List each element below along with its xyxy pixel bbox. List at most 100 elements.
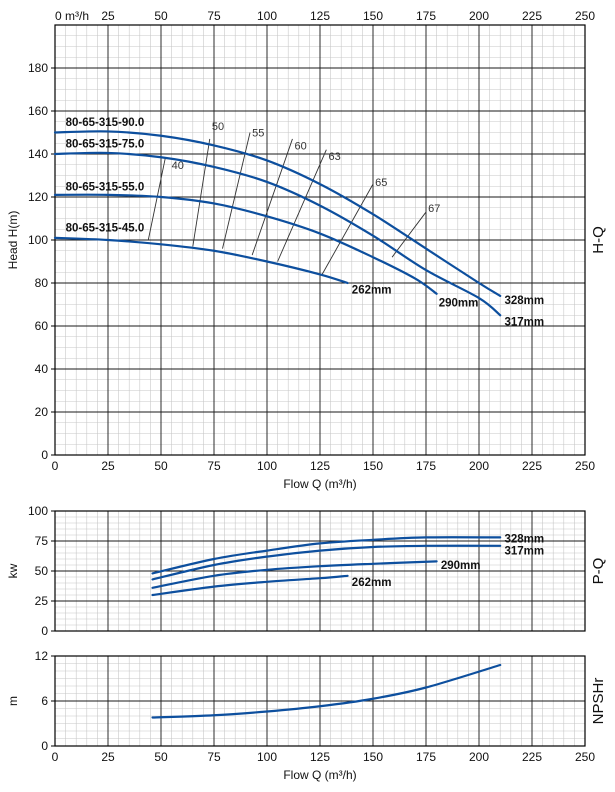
y-tick-label: 50 — [35, 564, 49, 578]
y-tick-label: 120 — [28, 190, 48, 204]
y-tick-label: 100 — [28, 504, 48, 518]
x-tick-label: 0 — [52, 459, 59, 473]
efficiency-label: 65 — [375, 177, 387, 189]
curve-end-label: 328mm — [504, 295, 544, 307]
grid-pq — [54, 510, 586, 632]
x-tick-label: 50 — [154, 459, 168, 473]
x-tick-label: 200 — [469, 750, 489, 764]
curve-end-label: 290mm — [439, 297, 479, 309]
x-tick-label: 150 — [363, 750, 383, 764]
y-tick-label: 60 — [35, 319, 49, 333]
x-tick-label: 225 — [522, 459, 542, 473]
grid-hq — [54, 24, 586, 456]
curve-pq-328mm — [151, 536, 502, 575]
x-tick-label: 0 — [52, 750, 59, 764]
y-tick-label: 180 — [28, 61, 48, 75]
curve-hq-290mm — [53, 193, 438, 295]
y-tick-label: 40 — [35, 362, 49, 376]
x-tick-label: 250 — [575, 459, 595, 473]
model-label: 80-65-315-55.0 — [66, 182, 145, 194]
top-axis-tick-label: 200 — [469, 9, 489, 23]
y-tick-label: 0 — [41, 739, 48, 753]
x-axis-label: Flow Q (m³/h) — [283, 477, 356, 491]
y-tick-label: 20 — [35, 405, 49, 419]
x-tick-label: 150 — [363, 459, 383, 473]
top-axis: 0 m³/h 25 50 75 100 125 150 175 200 225 250 — [55, 9, 595, 23]
x-tick-label: 200 — [469, 459, 489, 473]
x-tick-label: 25 — [101, 459, 115, 473]
y-tick-label: 140 — [28, 147, 48, 161]
top-axis-unit-label: m³/h — [65, 9, 89, 23]
efficiency-label: 63 — [328, 151, 340, 163]
grid-npsh — [54, 655, 586, 747]
side-label-pq: P-Q — [590, 558, 607, 585]
top-axis-tick-label: 150 — [363, 9, 383, 23]
top-axis-tick-label: 75 — [207, 9, 221, 23]
efficiency-line-63 — [277, 149, 327, 262]
curve-end-label: 328mm — [504, 534, 544, 546]
top-axis-tick-label: 175 — [416, 9, 436, 23]
efficiency-label: 67 — [428, 203, 440, 215]
curve-hq-262mm — [53, 236, 349, 285]
curve-pq-262mm — [151, 574, 349, 597]
curve-end-label: 262mm — [352, 577, 392, 589]
curve-npsh-npshr — [151, 663, 502, 719]
y-tick-label: 80 — [35, 276, 49, 290]
efficiency-lines: 40 50 55 60 63 65 67 — [147, 121, 440, 275]
top-axis-tick-label: 0 — [55, 9, 62, 23]
efficiency-line-60 — [251, 138, 293, 256]
x-tick-label: 50 — [154, 750, 168, 764]
curve-hq-328mm — [53, 130, 502, 297]
x-tick-label: 175 — [416, 459, 436, 473]
efficiency-label: 50 — [212, 121, 224, 133]
efficiency-line-55 — [222, 132, 251, 249]
efficiency-label: 40 — [172, 160, 184, 172]
x-tick-label: 100 — [257, 750, 277, 764]
y-tick-label: 25 — [35, 594, 49, 608]
y-tick-label: 0 — [41, 624, 48, 638]
x-axis-label: Flow Q (m³/h) — [283, 768, 356, 782]
top-axis-tick-label: 25 — [101, 9, 115, 23]
x-tick-label: 125 — [310, 750, 330, 764]
efficiency-label: 60 — [295, 140, 307, 152]
curve-end-label: 290mm — [441, 560, 481, 572]
x-tick-label: 175 — [416, 750, 436, 764]
model-label: 80-65-315-75.0 — [66, 139, 145, 151]
efficiency-label: 55 — [252, 128, 264, 140]
y-axis-label: Head H(m) — [6, 211, 20, 270]
x-tick-label: 125 — [310, 459, 330, 473]
x-tick-label: 75 — [207, 750, 221, 764]
curve-pq-317mm — [151, 544, 502, 581]
curve-end-label: 317mm — [504, 546, 544, 558]
x-tick-label: 250 — [575, 750, 595, 764]
y-tick-label: 100 — [28, 233, 48, 247]
side-label-hq: H-Q — [590, 226, 607, 254]
y-tick-label: 75 — [35, 534, 49, 548]
x-tick-label: 25 — [101, 750, 115, 764]
panel-hq: 0 20 40 60 80 100 120 140 160 180 0 25 50 75 100 125 150… — [6, 24, 607, 491]
efficiency-line-65 — [321, 183, 374, 275]
top-axis-tick-label: 50 — [154, 9, 168, 23]
x-tick-label: 75 — [207, 459, 221, 473]
x-tick-label: 225 — [522, 750, 542, 764]
x-tick-label: 100 — [257, 459, 277, 473]
y-axis-label: kw — [6, 563, 20, 578]
y-tick-label: 160 — [28, 104, 48, 118]
top-axis-tick-label: 250 — [575, 9, 595, 23]
y-axis-label: m — [6, 696, 20, 706]
model-label: 80-65-315-45.0 — [66, 222, 145, 234]
model-label: 80-65-315-90.0 — [66, 117, 145, 129]
y-tick-label: 0 — [41, 448, 48, 462]
curve-end-label: 262mm — [352, 284, 392, 296]
efficiency-line-50 — [192, 138, 211, 247]
y-tick-label: 12 — [35, 649, 49, 663]
panel-npsh: 0 6 12 0 25 50 75 100 125 150 175 200 225 250 Flow Q (… — [6, 649, 607, 782]
curve-pq-290mm — [151, 560, 438, 589]
efficiency-line-67 — [391, 211, 427, 258]
y-tick-label: 6 — [41, 694, 48, 708]
top-axis-tick-label: 125 — [310, 9, 330, 23]
top-axis-tick-label: 100 — [257, 9, 277, 23]
